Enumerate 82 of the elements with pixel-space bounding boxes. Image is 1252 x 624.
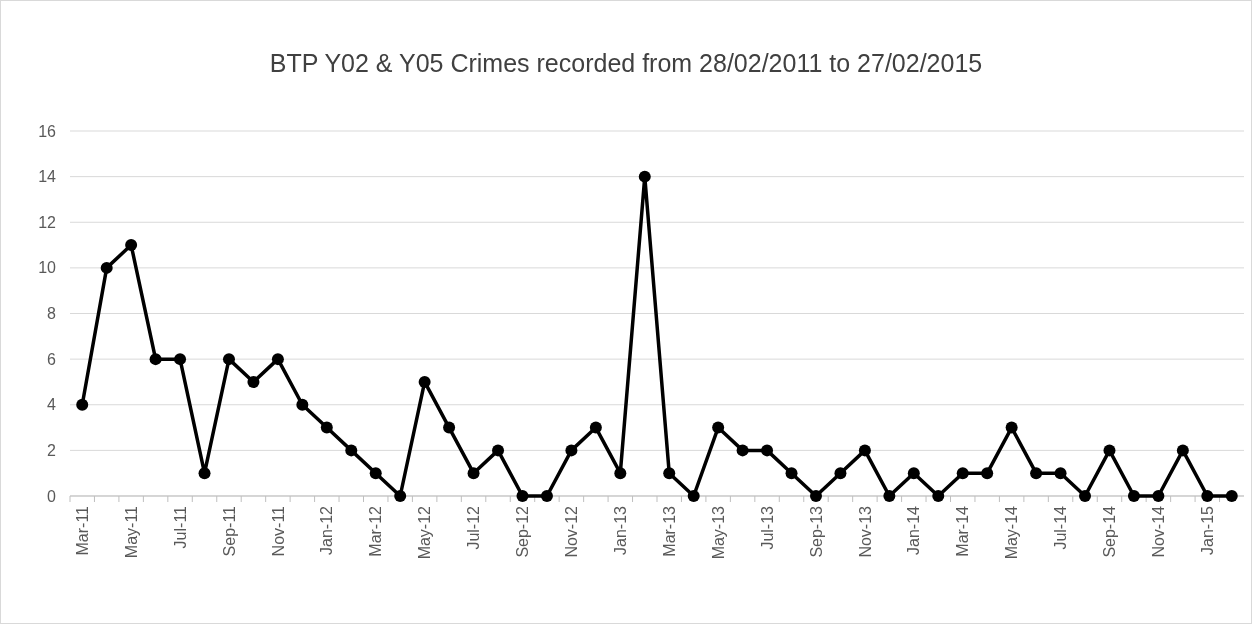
point	[907, 467, 920, 480]
y-tick-label: 16	[38, 122, 57, 140]
point	[1201, 490, 1214, 502]
x-tick-label: Nov-13	[856, 505, 874, 558]
point	[687, 490, 700, 502]
x-tick-label: Jul-11	[171, 505, 189, 549]
point	[1152, 490, 1165, 502]
x-tick-label: Mar-13	[660, 505, 678, 557]
x-tick-label: Sep-13	[807, 505, 825, 558]
y-tick-label: 6	[47, 350, 57, 368]
y-tick-label: 12	[38, 213, 57, 231]
point	[345, 444, 358, 457]
point	[516, 490, 529, 502]
y-tick-label: 10	[38, 259, 57, 277]
point	[663, 467, 676, 480]
point	[296, 398, 309, 411]
point	[956, 467, 969, 480]
point	[1079, 490, 1092, 502]
point	[1030, 467, 1043, 480]
x-tick-label: Jul-12	[465, 505, 483, 550]
point	[320, 421, 333, 434]
point	[761, 444, 774, 457]
point	[540, 490, 553, 502]
point	[785, 467, 798, 480]
point	[809, 490, 822, 502]
x-tick-label: Sep-14	[1101, 505, 1119, 558]
point	[1103, 444, 1116, 457]
x-tick-label: May-13	[709, 505, 727, 560]
point	[149, 353, 162, 366]
point	[1127, 490, 1140, 502]
point	[565, 444, 578, 457]
point	[932, 490, 945, 502]
chart-title: BTP Y02 & Y05 Crimes recorded from 28/02/2011 to 27/02/2015	[269, 49, 983, 77]
x-tick-label: Mar-14	[954, 505, 972, 557]
y-tick-label: 4	[47, 396, 57, 414]
point	[369, 467, 382, 480]
x-tick-label: Sep-12	[514, 505, 532, 558]
point	[467, 467, 480, 480]
x-tick-label: Sep-11	[220, 505, 238, 557]
x-tick-label: Mar-11	[73, 505, 91, 556]
x-tick-label: May-14	[1003, 505, 1021, 560]
point	[1176, 444, 1189, 457]
x-tick-label: May-11	[122, 505, 140, 559]
point	[271, 353, 284, 366]
point	[1225, 490, 1238, 502]
x-tick-label: Jul-14	[1052, 505, 1070, 550]
point	[614, 467, 627, 480]
y-tick-label: 8	[47, 305, 57, 323]
x-tick-label: Jan-15	[1198, 505, 1216, 555]
point	[76, 398, 89, 411]
point	[638, 170, 651, 183]
point	[394, 490, 407, 502]
point	[100, 261, 113, 274]
x-tick-label: Nov-11	[269, 505, 287, 557]
x-tick-label: Nov-12	[563, 505, 580, 558]
point	[712, 421, 725, 434]
point	[222, 353, 235, 366]
point	[834, 467, 847, 480]
point	[418, 375, 431, 388]
point	[247, 375, 260, 388]
point	[981, 467, 994, 480]
y-tick-label: 2	[47, 441, 57, 459]
point	[492, 444, 505, 457]
point	[443, 421, 456, 434]
x-tick-label: Jan-12	[318, 505, 336, 555]
point	[858, 444, 871, 457]
x-tick-label: May-12	[416, 505, 434, 560]
x-tick-label: Jan-13	[611, 505, 629, 555]
y-tick-label: 14	[38, 168, 57, 186]
point	[736, 444, 749, 457]
point	[589, 421, 602, 434]
x-tick-label: Mar-12	[367, 505, 385, 557]
y-tick-label: 0	[47, 487, 57, 505]
point	[883, 490, 896, 502]
x-tick-label: Nov-14	[1150, 505, 1167, 558]
point	[174, 353, 187, 366]
x-tick-label: Jan-14	[905, 505, 923, 555]
x-tick-label: Jul-13	[758, 505, 776, 550]
point	[198, 467, 211, 480]
point	[125, 239, 138, 252]
point	[1054, 467, 1067, 480]
point	[1005, 421, 1018, 434]
